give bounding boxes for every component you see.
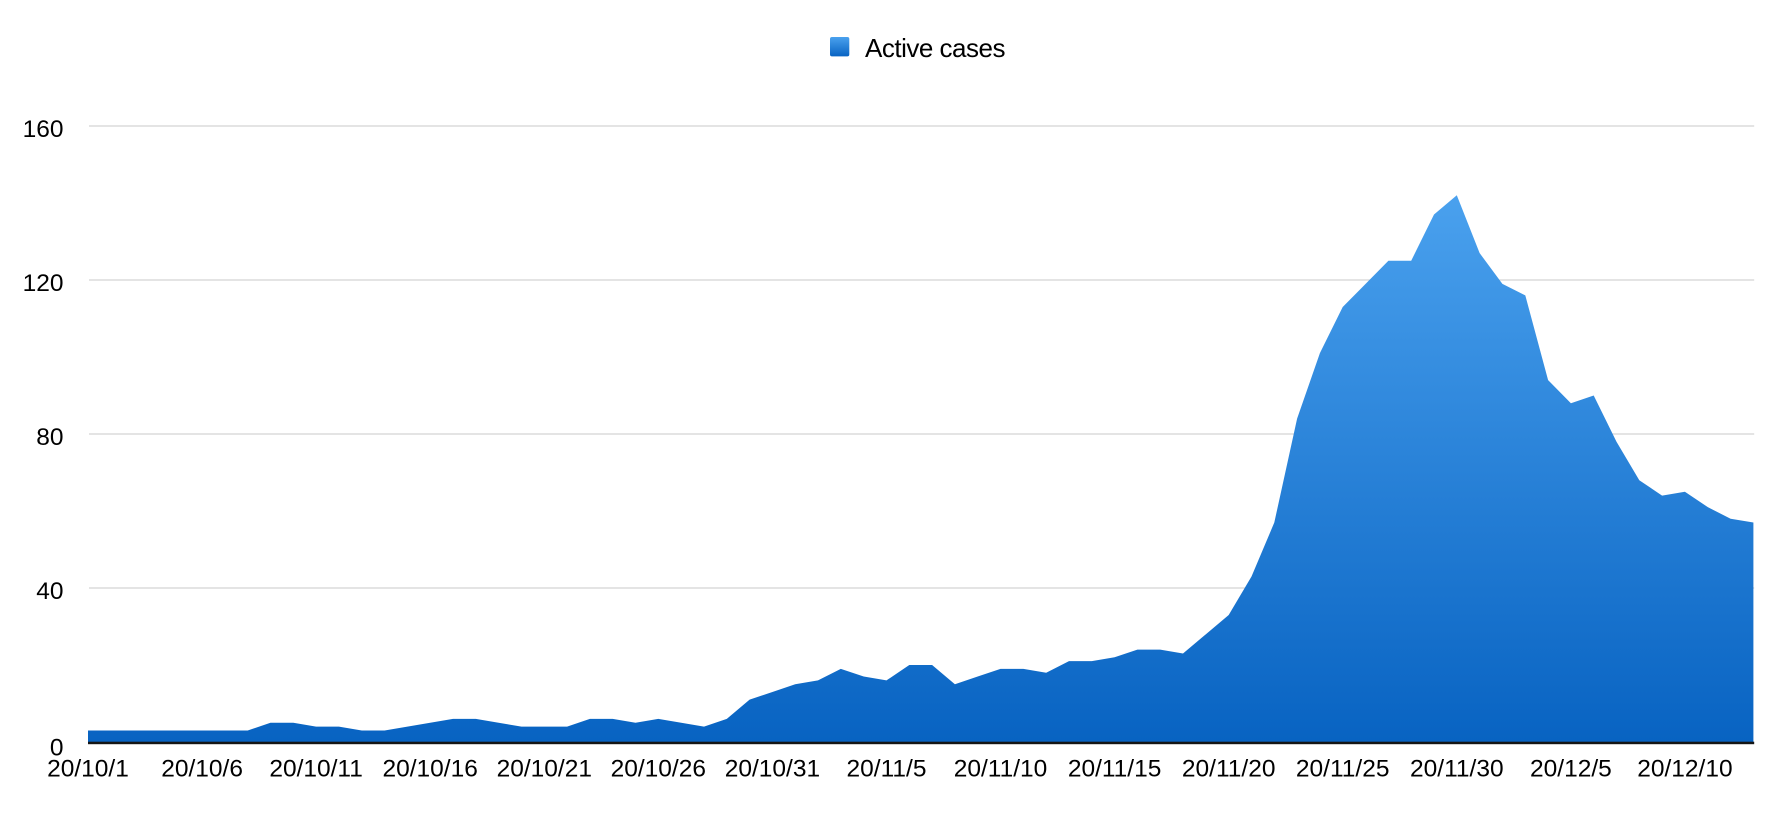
svg-text:20/11/20: 20/11/20 — [1182, 756, 1276, 783]
svg-text:20/12/10: 20/12/10 — [1637, 756, 1732, 783]
svg-text:20/10/16: 20/10/16 — [383, 756, 478, 783]
svg-text:20/11/25: 20/11/25 — [1296, 756, 1390, 783]
svg-text:20/10/1: 20/10/1 — [47, 756, 129, 783]
svg-text:20/10/11: 20/10/11 — [269, 756, 363, 783]
svg-text:20/10/6: 20/10/6 — [161, 756, 243, 783]
svg-text:20/11/30: 20/11/30 — [1410, 756, 1504, 783]
svg-text:120: 120 — [23, 270, 64, 297]
svg-text:0: 0 — [50, 735, 64, 762]
svg-text:20/10/21: 20/10/21 — [497, 756, 592, 783]
svg-text:20/12/5: 20/12/5 — [1530, 756, 1612, 783]
svg-text:Active cases: Active cases — [865, 33, 1005, 63]
svg-text:160: 160 — [23, 116, 64, 143]
svg-text:40: 40 — [36, 578, 63, 605]
svg-text:20/11/10: 20/11/10 — [954, 756, 1048, 783]
svg-text:20/11/15: 20/11/15 — [1068, 756, 1162, 783]
svg-text:80: 80 — [36, 424, 63, 451]
svg-text:20/11/5: 20/11/5 — [847, 756, 927, 783]
svg-text:20/10/31: 20/10/31 — [725, 756, 820, 783]
svg-text:20/10/26: 20/10/26 — [611, 756, 706, 783]
